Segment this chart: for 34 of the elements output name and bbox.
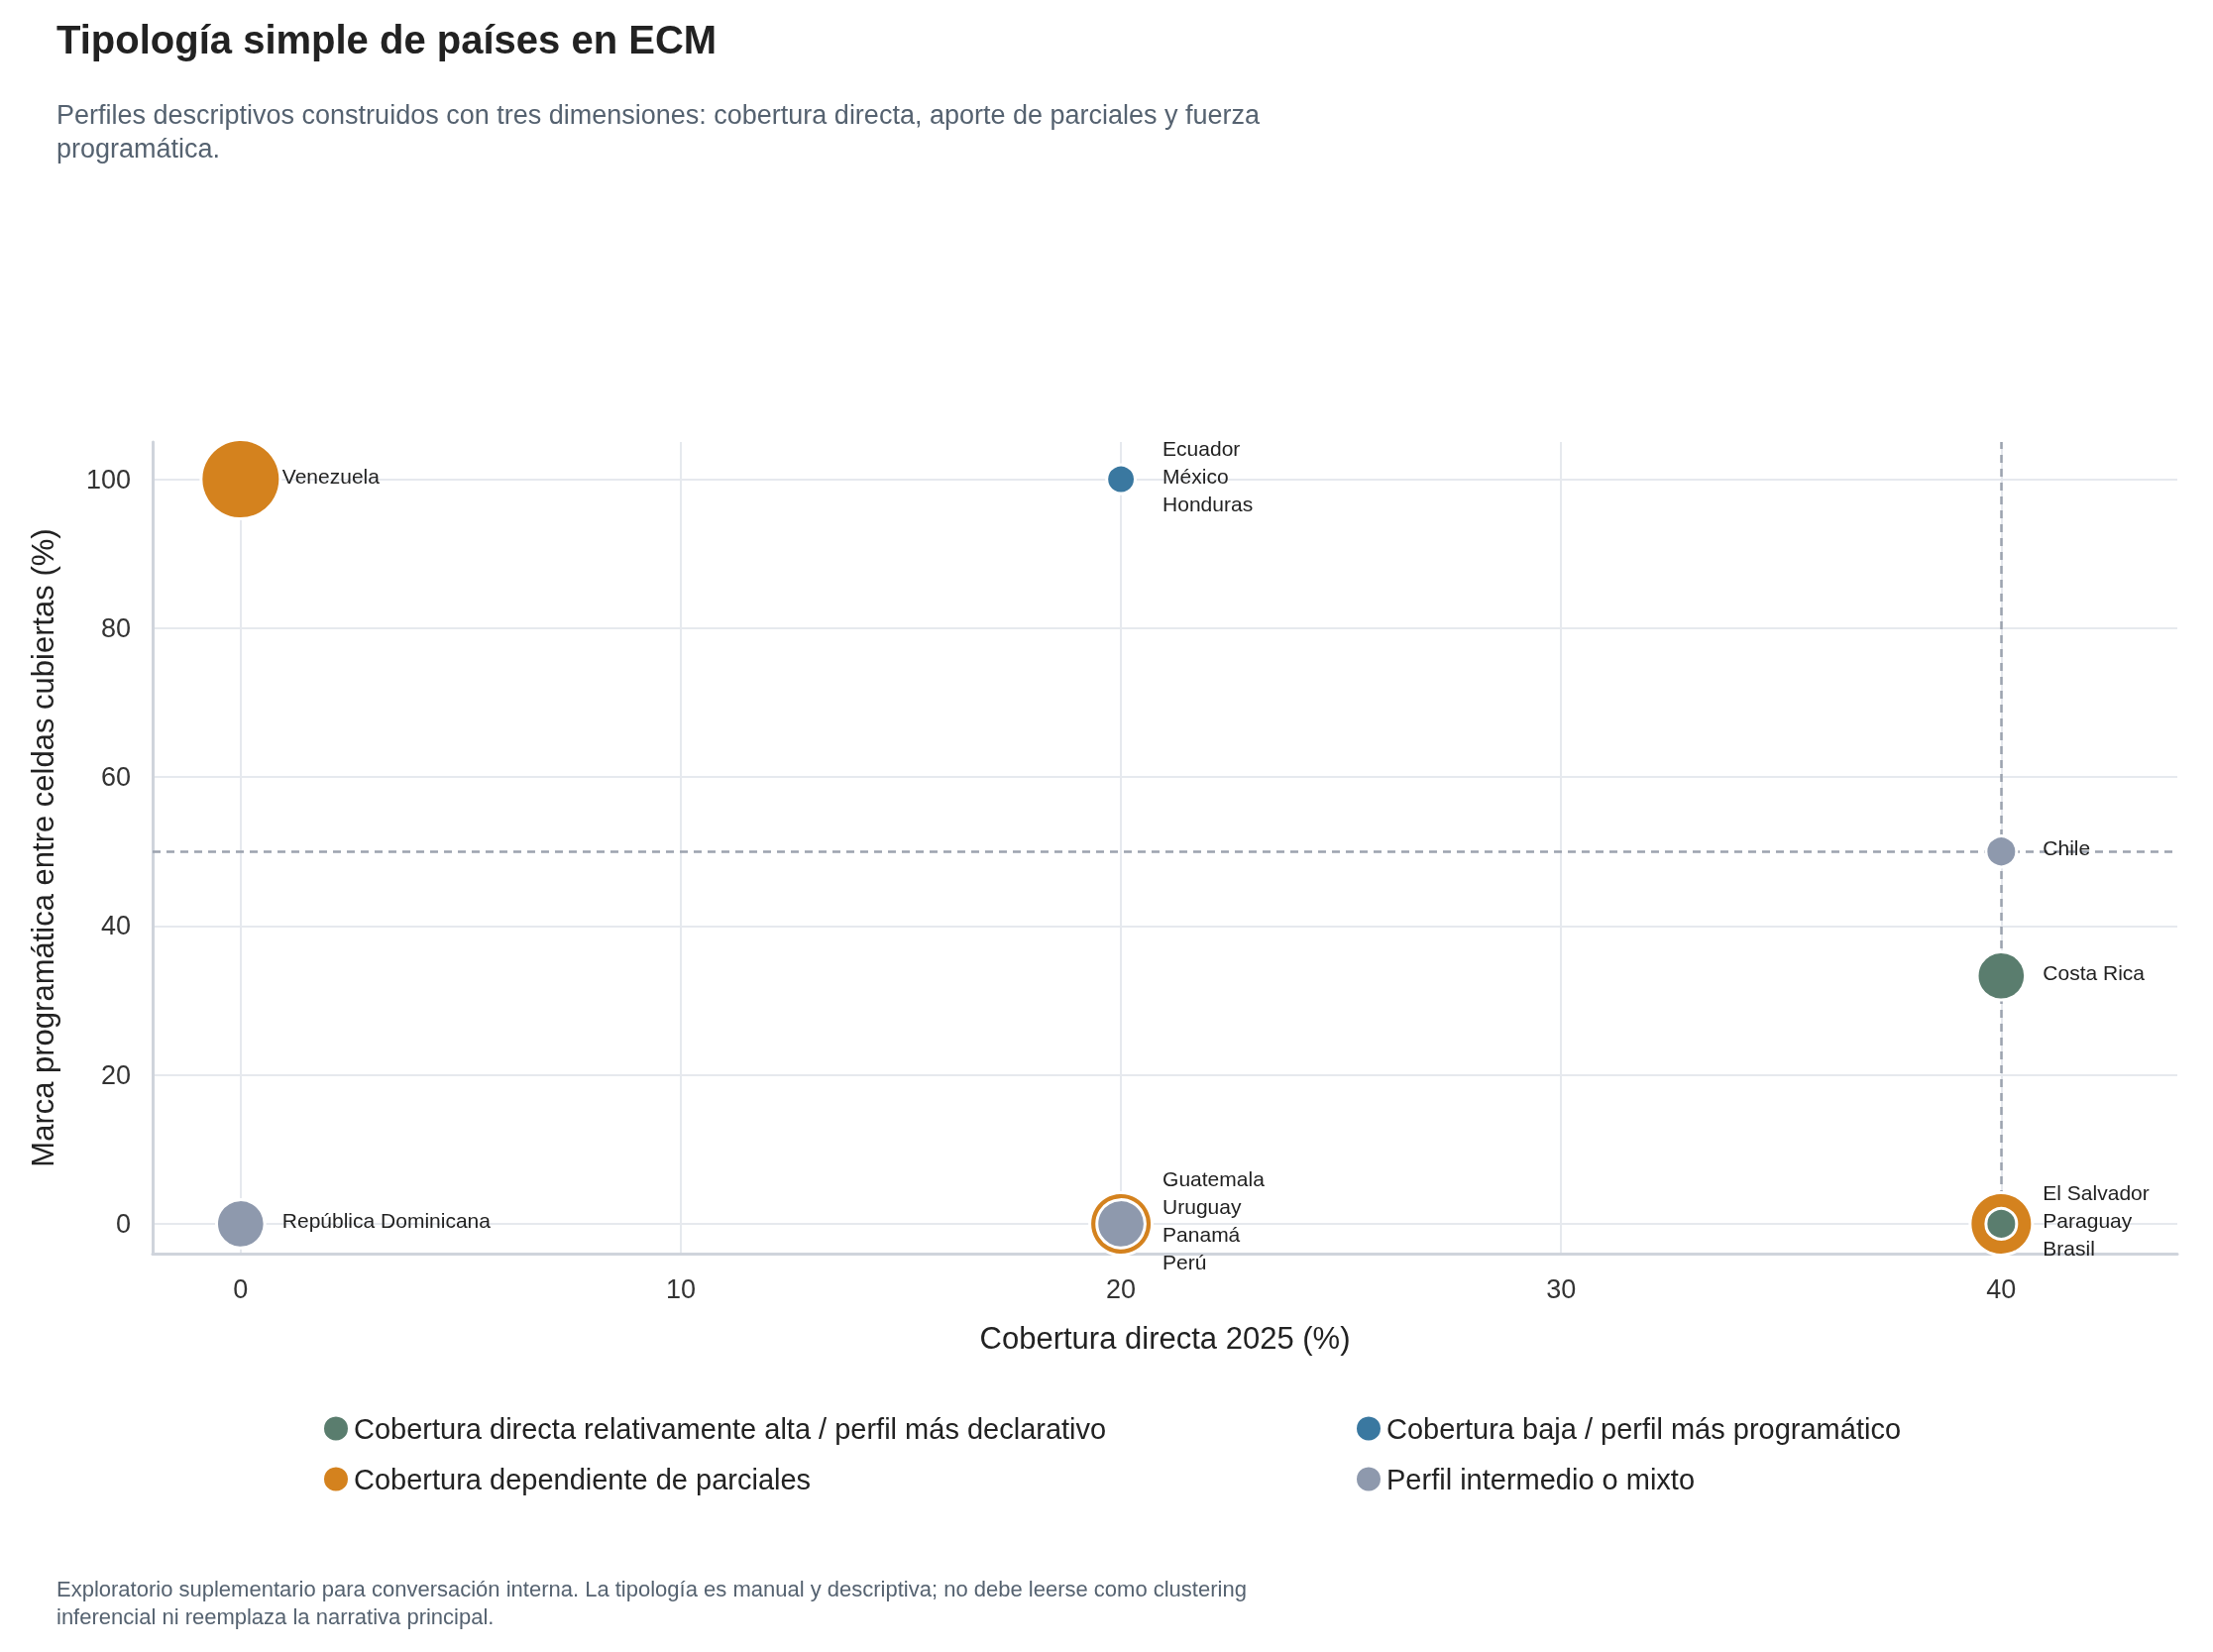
annotation: Uruguay bbox=[1162, 1194, 1242, 1218]
annotation: Ecuador bbox=[1162, 436, 1241, 460]
chart-title: Tipología simple de países en ECM bbox=[56, 18, 718, 62]
y-tick-label: 100 bbox=[85, 464, 131, 495]
y-tick-label: 40 bbox=[100, 911, 131, 941]
x-tick-label: 30 bbox=[1546, 1273, 1577, 1304]
y-tick-label: 80 bbox=[100, 612, 131, 643]
y-tick-label: 0 bbox=[115, 1208, 131, 1239]
annotation: Paraguay bbox=[2043, 1208, 2133, 1232]
y-axis-title: Marca programática entre celdas cubiertas (%) bbox=[26, 528, 60, 1167]
annotation: Perú bbox=[1162, 1250, 1207, 1273]
x-tick-label: 0 bbox=[233, 1273, 249, 1304]
text: Exploratorio suplementario para conversación interna. La tipología es manual y descriptiva; no debe leerse como clustering inferencial ni reemplaza la narrativa principal. bbox=[56, 1576, 1248, 1630]
legend-label: Cobertura directa relativamente alta / perfil más declarativo bbox=[354, 1412, 1107, 1445]
legend-label: Cobertura dependiente de parciales bbox=[354, 1463, 812, 1495]
annotation: Chile bbox=[2043, 836, 2091, 860]
legend-label: Cobertura baja / perfil más programático bbox=[1386, 1412, 1902, 1445]
annotation: Costa Rica bbox=[2043, 960, 2146, 984]
x-tick-label: 40 bbox=[1986, 1273, 2017, 1304]
annotation: Honduras bbox=[1162, 492, 1254, 515]
annotation: Venezuela bbox=[281, 464, 381, 488]
annotation: El Salvador bbox=[2043, 1180, 2150, 1204]
y-tick-label: 20 bbox=[100, 1059, 131, 1090]
y-tick-label: 60 bbox=[100, 762, 131, 793]
annotation: Guatemala bbox=[1162, 1166, 1266, 1190]
annotation: México bbox=[1162, 464, 1229, 488]
chart-subtitle: Perfiles descriptivos construidos con tres dimensiones: cobertura directa, aporte de parciales y fuerza programática. bbox=[56, 99, 1262, 165]
annotation: Panamá bbox=[1162, 1222, 1241, 1246]
x-axis-title: Cobertura directa 2025 (%) bbox=[979, 1321, 1351, 1356]
x-tick-label: 10 bbox=[665, 1273, 696, 1304]
annotation: Brasil bbox=[2043, 1236, 2095, 1260]
x-tick-label: 20 bbox=[1106, 1273, 1137, 1304]
annotation: República Dominicana bbox=[281, 1208, 492, 1232]
legend-label: Perfil intermedio o mixto bbox=[1386, 1463, 1696, 1495]
